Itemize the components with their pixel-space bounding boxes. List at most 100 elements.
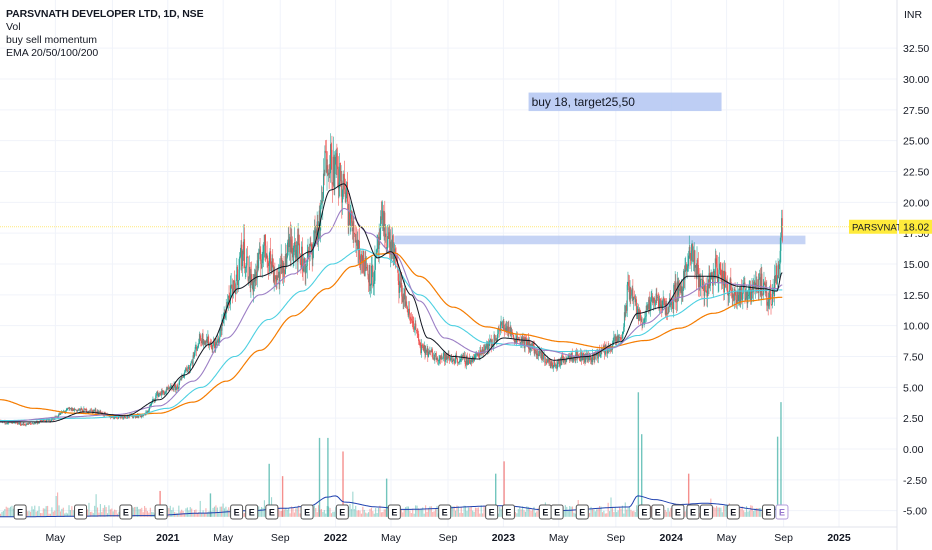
earnings-marker [501, 504, 515, 520]
candle-body [310, 243, 312, 245]
candle-body [716, 264, 718, 269]
annotation-layer[interactable]: buy 18, target25,50 [528, 92, 722, 112]
candle-body [549, 362, 551, 369]
volume-bar [748, 510, 750, 517]
candle-body [120, 416, 122, 418]
candle-body [780, 232, 782, 251]
candle-body [444, 353, 446, 362]
candle-body [709, 273, 711, 286]
candle-body [188, 367, 190, 368]
volume-bar [744, 512, 746, 517]
volume-bar [666, 511, 668, 517]
volume-bar [8, 507, 10, 517]
candle-body [239, 256, 241, 258]
candle-body [638, 310, 640, 321]
candle-body [110, 417, 112, 419]
candle-body [136, 414, 138, 418]
volume-bar [71, 506, 73, 517]
indicator-ema[interactable]: EMA 20/50/100/200 [6, 47, 99, 59]
candle-body [750, 285, 752, 300]
candle-body [454, 360, 456, 364]
earnings-marker-letter: E [690, 508, 696, 518]
volume-bar [537, 507, 539, 517]
candle-body [597, 352, 599, 359]
candle-body [406, 306, 408, 313]
candle-body [279, 264, 281, 269]
candle-body [779, 250, 781, 265]
time-axis[interactable]: May Sep 2021 May Sep 2022 May Sep 2023 May Sep 2024… [0, 526, 897, 544]
volume-bar [423, 513, 425, 517]
candle-body [113, 418, 115, 419]
candle-body [461, 355, 463, 358]
candle-body [567, 355, 569, 359]
price-tick-label: 12.50 [903, 290, 929, 302]
candle-body [24, 424, 26, 426]
candle-body [150, 405, 152, 406]
earnings-marker-letter: E [234, 508, 240, 518]
candle-body [117, 417, 119, 419]
price-axis[interactable]: INR32.5030.0027.5025.0022.5020.0017.5015… [896, 0, 929, 550]
price-tick-label: 0.00 [903, 444, 924, 456]
volume-bar [716, 505, 718, 517]
candle-body [568, 355, 570, 357]
candle-body [456, 358, 458, 363]
candle-body [57, 415, 59, 418]
volume-bar [315, 508, 317, 517]
candle-body [740, 286, 742, 300]
candle-body [769, 290, 771, 295]
candle-body [387, 236, 389, 240]
earnings-marker [775, 504, 789, 520]
candle-body [152, 399, 154, 402]
volume-bar [192, 513, 194, 517]
candle-body [728, 293, 730, 296]
price-tick-label: 22.50 [903, 167, 929, 179]
candle-body [325, 150, 327, 152]
volume-bar [534, 512, 536, 517]
candle-body [270, 264, 272, 271]
candle-body [327, 165, 329, 176]
candle-body [637, 308, 639, 313]
candle-body [371, 265, 373, 267]
candle-body [630, 294, 632, 296]
candle-body [592, 353, 594, 362]
candle-body [266, 253, 268, 258]
candle-body [597, 352, 599, 359]
candle-body [623, 326, 625, 332]
candle-body [471, 358, 473, 363]
candle-body [418, 341, 420, 343]
volume-bar [753, 511, 755, 517]
candle-body [551, 361, 553, 364]
earnings-marker-letter: E [339, 508, 345, 518]
volume-bar [514, 511, 516, 517]
candle-body [322, 173, 324, 199]
candle-body [635, 299, 637, 303]
candle-body [699, 274, 701, 287]
candle-body [276, 275, 278, 282]
candle-body [640, 314, 642, 321]
candle-body [470, 358, 472, 363]
candle-body [500, 322, 502, 325]
candle-body [48, 419, 50, 421]
earnings-marker-letter: E [542, 508, 548, 518]
volume-bar [288, 508, 290, 517]
volume-bar [532, 509, 534, 517]
candle-body [700, 279, 702, 287]
candle-body [238, 269, 240, 281]
candle-body [16, 422, 18, 424]
indicator-volume[interactable]: Vol [6, 21, 21, 33]
candle-body [10, 421, 12, 424]
volume-bar [99, 504, 101, 517]
candle-body [646, 305, 648, 311]
volume-bar [189, 507, 191, 517]
candle-body [291, 247, 293, 258]
candle-body [116, 417, 118, 419]
candle-body [304, 258, 306, 274]
month-tick-label: Sep [271, 532, 290, 544]
candle-body [398, 280, 400, 293]
symbol-title[interactable]: PARSVNATH DEVELOPER LTD, 1D, NSE [6, 8, 204, 20]
candle-body [546, 362, 548, 364]
indicator-buy-sell-momentum[interactable]: buy sell momentum [6, 34, 98, 46]
candle-body [771, 289, 773, 305]
